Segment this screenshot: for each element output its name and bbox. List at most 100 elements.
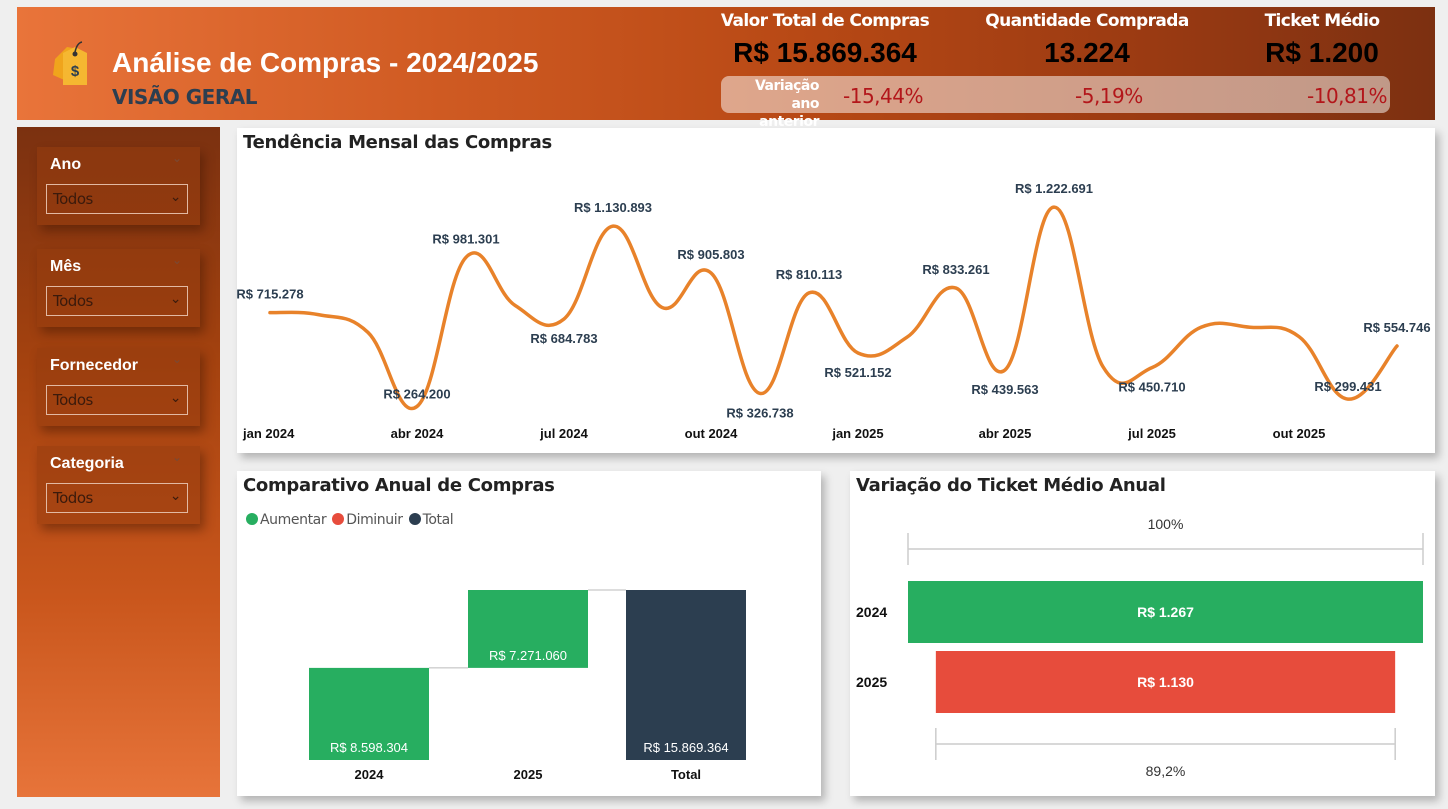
slicer-label: Fornecedor [50,357,139,374]
data-label: R$ 1.267 [1137,604,1194,620]
slicer-ano-dropdown[interactable]: Todos ⌄ [46,184,188,214]
data-label: R$ 1.130.893 [574,200,652,215]
data-label: R$ 554.746 [1363,320,1430,335]
legend-label: Total [422,512,454,528]
data-label: R$ 715.278 [237,287,304,302]
variation-quantity: -5,19% [1075,84,1143,108]
slicer-value: Todos [53,292,93,310]
data-label: R$ 905.803 [677,247,744,262]
chevron-down-icon: ⌄ [169,291,182,307]
slicer-value: Todos [53,391,93,409]
data-label: R$ 7.271.060 [489,648,567,663]
slicer-mes: Mês ⌄ Todos ⌄ [37,249,200,327]
legend-item-total[interactable]: Total [408,511,454,529]
trend-line [268,205,1399,411]
data-label: R$ 15.869.364 [643,740,728,755]
annual-comparison-chart: Comparativo Anual de Compras Aumentar Di… [237,471,821,796]
chart-legend: Aumentar Diminuir Total [246,511,454,529]
y-category-label: 2025 [856,674,887,690]
slicer-categoria: Categoria ⌄ Todos ⌄ [37,446,200,524]
x-tick-label: jan 2025 [831,426,883,441]
variation-panel [721,76,1390,113]
data-label: R$ 1.130 [1137,674,1194,690]
waterfall-bar [626,590,746,760]
slicer-value: Todos [53,190,93,208]
x-tick-label: jan 2024 [242,426,295,441]
monthly-trend-chart: Tendência Mensal das Compras R$ 715.278 R… [237,128,1435,453]
waterfall-bar [309,667,429,760]
filter-sidebar: Ano ⌄ Todos ⌄ Mês ⌄ Todos ⌄ Fornecedor ⌄ T… [17,127,220,797]
kpi-ticket-value: R$ 1.200 [1265,37,1379,68]
x-tick-label: Total [671,767,701,782]
chart-title: Comparativo Anual de Compras [243,475,555,496]
legend-dot-icon [332,513,345,525]
data-label: R$ 326.738 [726,405,793,420]
ticket-bar [908,581,1423,643]
kpi-total-value: R$ 15.869.364 [733,37,917,68]
y-category-label: 2024 [856,604,887,620]
collapse-chevron-icon[interactable]: ⌄ [172,151,183,165]
reference-label: 89,2% [1146,763,1186,779]
legend-item-diminuir[interactable]: Diminuir [332,511,403,529]
collapse-chevron-icon[interactable]: ⌄ [172,352,183,366]
data-label: R$ 810.113 [776,267,843,282]
chevron-down-icon: ⌄ [169,488,182,504]
legend-dot-icon [408,513,421,525]
page-title: Análise de Compras - 2024/2025 [112,47,539,78]
chart-title: Tendência Mensal das Compras [243,132,552,153]
data-label: R$ 8.598.304 [330,740,408,755]
chevron-down-icon: ⌄ [169,189,182,205]
legend-item-aumentar[interactable]: Aumentar [246,511,327,529]
kpi-ticket-label: Ticket Médio [1264,11,1380,31]
x-tick-label: 2024 [355,767,385,782]
x-tick-label: abr 2025 [979,426,1032,441]
kpi-total-label: Valor Total de Compras [720,11,930,31]
slicer-fornecedor-dropdown[interactable]: Todos ⌄ [46,385,188,415]
data-label: R$ 264.200 [383,386,450,401]
ticket-bar [935,651,1396,713]
page-subtitle: VISÃO GERAL [112,85,257,109]
ticket-variation-chart: Variação do Ticket Médio Anual R$ 1.267 2… [850,471,1435,796]
data-label: R$ 439.563 [971,382,1038,397]
data-label: R$ 981.301 [432,231,499,246]
waterfall-plot: R$ 8.598.304 2024 R$ 7.271.060 2025 R$ 15.86… [309,589,746,782]
legend-label: Aumentar [260,512,327,528]
slicer-categoria-dropdown[interactable]: Todos ⌄ [46,483,188,513]
variation-total: -15,44% [843,84,923,108]
kpi-quantity-value: 13.224 [1044,37,1130,68]
data-label: R$ 1.222.691 [1015,181,1093,196]
x-tick-label: out 2024 [685,426,739,441]
slicer-ano: Ano ⌄ Todos ⌄ [37,147,200,225]
variation-ticket: -10,81% [1307,84,1387,108]
collapse-chevron-icon[interactable]: ⌄ [172,253,183,267]
slicer-mes-dropdown[interactable]: Todos ⌄ [46,286,188,316]
x-tick-label: jul 2024 [539,426,588,441]
data-label: R$ 299.431 [1314,379,1381,394]
price-tag-dollar-icon: $ [53,41,87,85]
data-label: R$ 521.152 [824,365,891,380]
header-banner: $ Análise de Compras - 2024/2025 VISÃO G… [17,7,1435,130]
slicer-value: Todos [53,489,93,507]
data-label: R$ 450.710 [1118,380,1185,395]
chevron-down-icon: ⌄ [169,390,182,406]
waterfall-bar [468,590,588,668]
ticket-bar-plot: R$ 1.267 2024 R$ 1.130 2025 100% 89,2% [856,516,1424,779]
x-tick-label: jul 2025 [1127,426,1176,441]
x-tick-label: abr 2024 [391,426,445,441]
chart-title: Variação do Ticket Médio Anual [856,475,1166,496]
line-chart-plot: R$ 715.278 R$ 264.200 R$ 981.301 R$ 684.783… [237,181,1431,441]
slicer-fornecedor: Fornecedor ⌄ Todos ⌄ [37,348,200,426]
variation-label-line2: ano anterior [759,96,819,130]
legend-label: Diminuir [346,512,403,528]
data-label: R$ 833.261 [922,262,989,277]
slicer-label: Ano [50,156,82,173]
variation-label-line1: Variação [754,78,820,94]
svg-text:$: $ [71,63,80,80]
collapse-chevron-icon[interactable]: ⌄ [172,450,183,464]
x-tick-label: 2025 [514,767,543,782]
data-label: R$ 684.783 [530,331,597,346]
slicer-label: Mês [50,258,82,275]
x-tick-label: out 2025 [1273,426,1326,441]
reference-label: 100% [1148,516,1184,532]
slicer-label: Categoria [50,455,124,472]
